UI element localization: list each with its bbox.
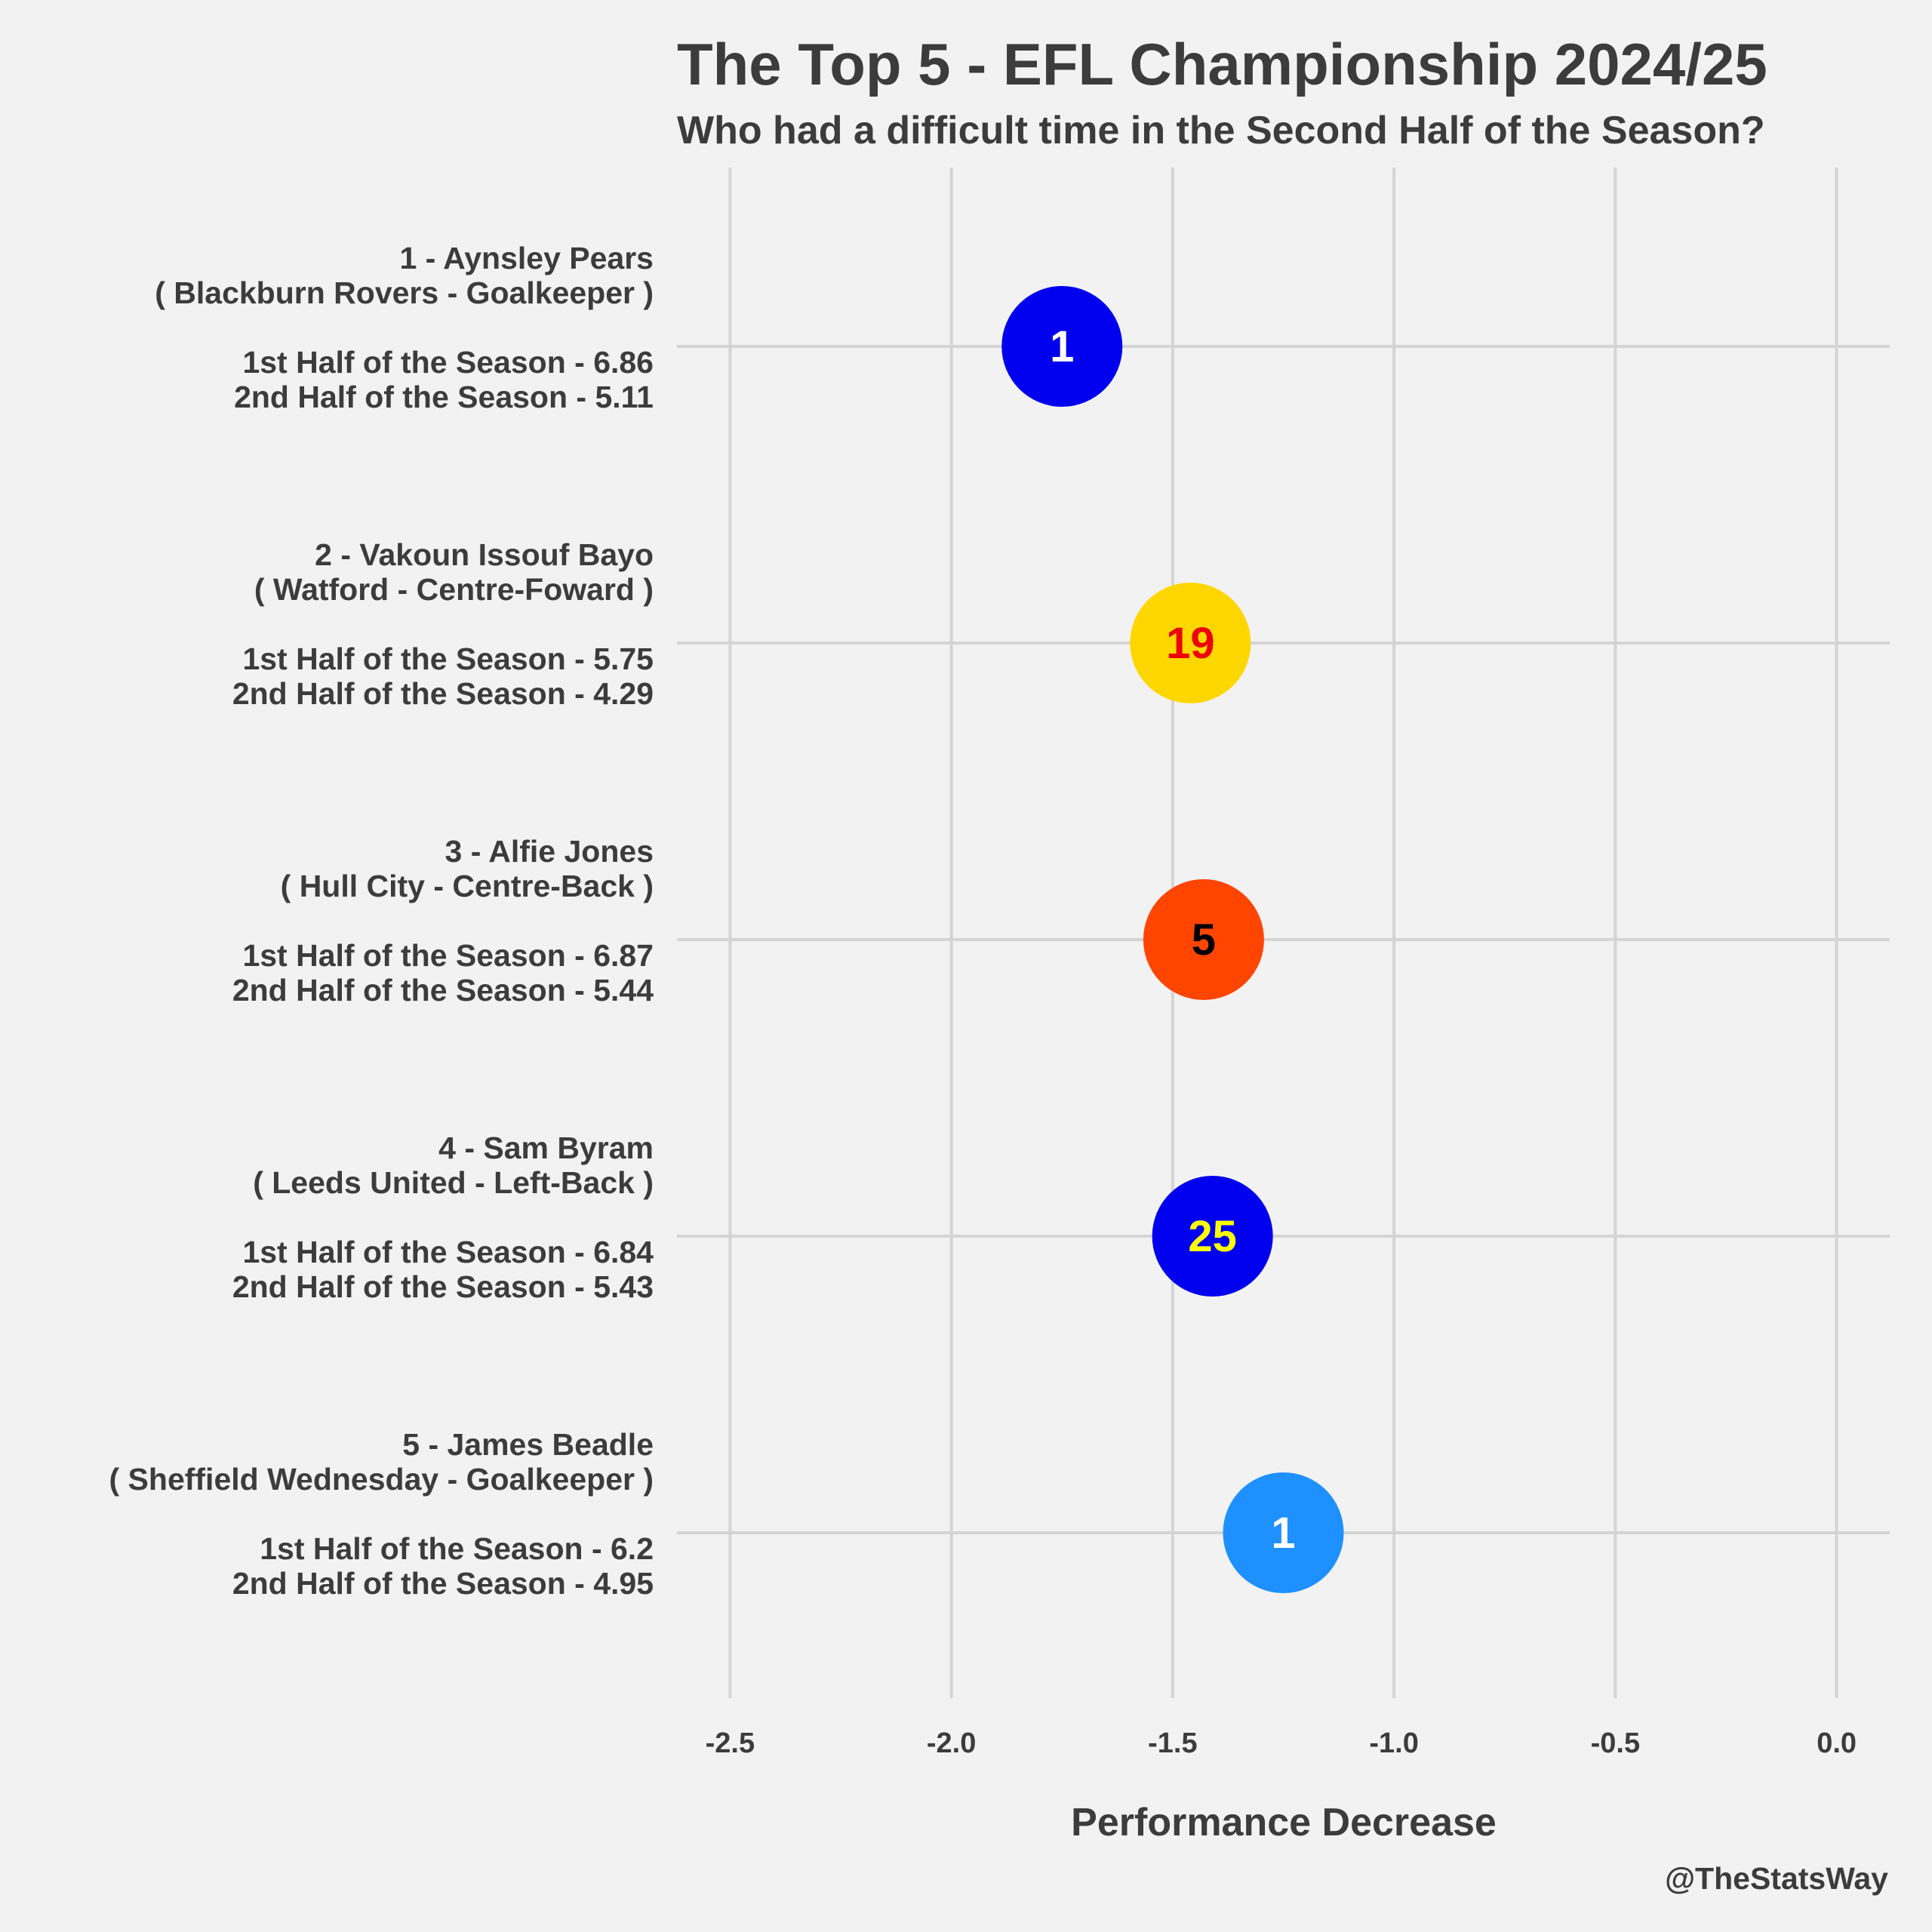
y-axis-label: 3 - Alfie Jones( Hull City - Centre-Back… — [232, 834, 654, 1008]
x-tick-labels: -2.5 -2.0 -1.5 -1.0 -0.5 0.0 — [706, 1727, 1857, 1759]
data-points: 1 19 5 25 1 — [1001, 286, 1344, 1593]
player-point — [1143, 879, 1264, 1000]
player-point — [1223, 1472, 1344, 1593]
shirt-number-label: 5 — [1192, 915, 1216, 964]
shirt-number-label: 1 — [1050, 322, 1074, 371]
x-axis-label: Performance Decrease — [1071, 1801, 1497, 1844]
x-tick-label: -0.5 — [1591, 1727, 1640, 1759]
player-point — [1001, 286, 1123, 407]
chart-subtitle: Who had a difficult time in the Second H… — [677, 109, 1765, 152]
shirt-number-label: 1 — [1271, 1509, 1295, 1558]
caption: @TheStatsWay — [1665, 1861, 1888, 1896]
x-tick-label: 0.0 — [1817, 1727, 1857, 1759]
shirt-number-label: 19 — [1166, 619, 1215, 668]
x-gridlines — [728, 168, 1838, 1698]
y-axis-label: 2 - Vakoun Issouf Bayo( Watford - Centre… — [232, 537, 654, 711]
y-axis-labels: 1 - Aynsley Pears( Blackburn Rovers - Go… — [109, 241, 654, 1601]
y-axis-label: 5 - James Beadle( Sheffield Wednesday - … — [109, 1427, 654, 1601]
y-gridlines — [677, 345, 1890, 1534]
chart-title: The Top 5 - EFL Championship 2024/25 — [677, 31, 1767, 97]
y-axis-label: 4 - Sam Byram( Leeds United - Left-Back … — [232, 1131, 654, 1304]
player-point — [1152, 1176, 1273, 1297]
x-tick-label: -2.5 — [706, 1727, 755, 1759]
y-axis-label: 1 - Aynsley Pears( Blackburn Rovers - Go… — [155, 241, 654, 414]
x-tick-label: -2.0 — [927, 1727, 976, 1759]
shirt-number-label: 25 — [1188, 1212, 1237, 1261]
x-tick-label: -1.0 — [1369, 1727, 1418, 1759]
x-tick-label: -1.5 — [1148, 1727, 1197, 1759]
player-point — [1130, 583, 1251, 703]
